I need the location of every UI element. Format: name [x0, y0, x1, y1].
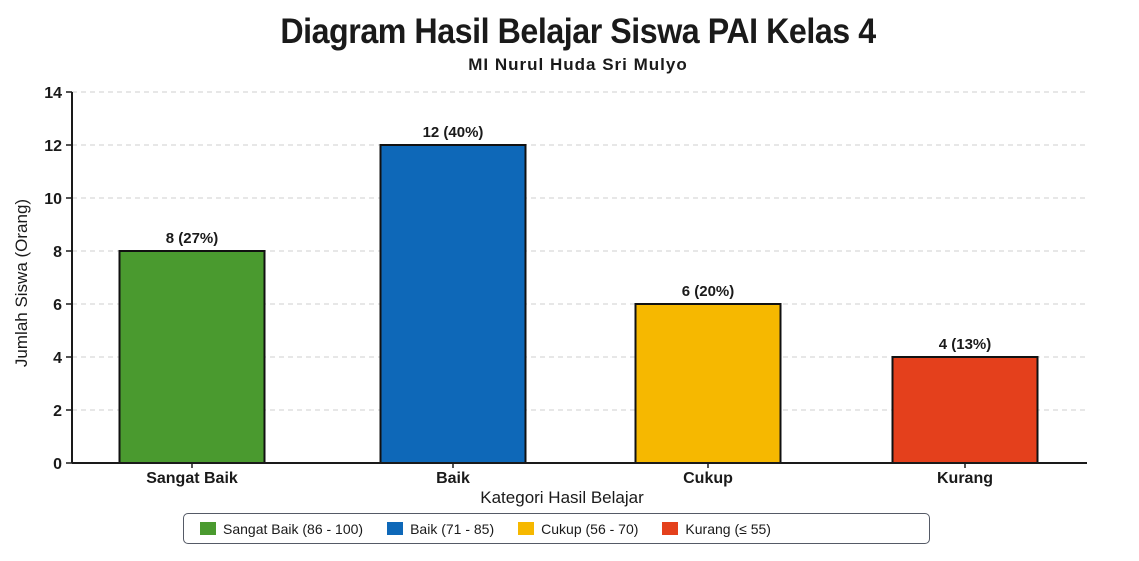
grid-lines — [72, 91, 1087, 411]
y-tick-label: 4 — [53, 350, 62, 367]
bar-data-label: 4 (13%) — [939, 336, 992, 353]
legend-item: Baik (71 - 85) — [387, 521, 494, 537]
y-tick-label: 0 — [53, 456, 62, 473]
chart-title: Diagram Hasil Belajar Siswa PAI Kelas 4 — [280, 12, 876, 51]
bar-data-label: 8 (27%) — [166, 230, 219, 247]
legend-label: Kurang (≤ 55) — [685, 520, 771, 537]
legend-swatch — [662, 522, 679, 535]
legend-item: Sangat Baik (86 - 100) — [200, 521, 363, 537]
legend-label: Sangat Baik (86 - 100) — [223, 520, 364, 537]
chart-subtitle: MI Nurul Huda Sri Mulyo — [468, 55, 688, 74]
x-tick-label: Sangat Baik — [146, 470, 238, 487]
legend-item: Kurang (≤ 55) — [662, 521, 771, 537]
bar-sangat-baik — [118, 250, 266, 464]
y-tick-label: 14 — [44, 85, 62, 102]
x-tick-label: Kurang — [937, 470, 993, 487]
legend-label: Cukup (56 - 70) — [541, 520, 639, 537]
bars — [118, 144, 1039, 464]
bar-kurang — [891, 356, 1039, 464]
y-tick-label: 10 — [44, 191, 62, 208]
x-axis-title: Kategori Hasil Belajar — [480, 488, 644, 507]
y-tick-label: 8 — [53, 244, 62, 261]
x-tick-label: Cukup — [683, 470, 733, 487]
y-tick-label: 12 — [44, 138, 62, 155]
labels: 0 2 4 6 8 10 12 14 8 (27%) Sangat Baik 12 (40%) Bai… — [12, 85, 993, 507]
y-tick-label: 6 — [53, 297, 62, 314]
legend-swatch — [200, 522, 216, 535]
legend: Sangat Baik (86 - 100) Baik (71 - 85) Cuku… — [183, 513, 930, 544]
legend-swatch — [387, 522, 404, 535]
legend-swatch — [518, 522, 535, 535]
bar-data-label: 6 (20%) — [682, 283, 735, 300]
y-tick-label: 2 — [53, 403, 62, 420]
axes — [66, 91, 1087, 468]
legend-label: Baik (71 - 85) — [410, 520, 495, 537]
legend-item: Cukup (56 - 70) — [518, 521, 638, 537]
bar-baik — [379, 144, 527, 464]
bar-data-label: 12 (40%) — [423, 124, 484, 141]
bar-cukup — [634, 303, 782, 464]
y-axis-title: Jumlah Siswa (Orang) — [12, 199, 31, 367]
x-tick-label: Baik — [436, 470, 470, 487]
